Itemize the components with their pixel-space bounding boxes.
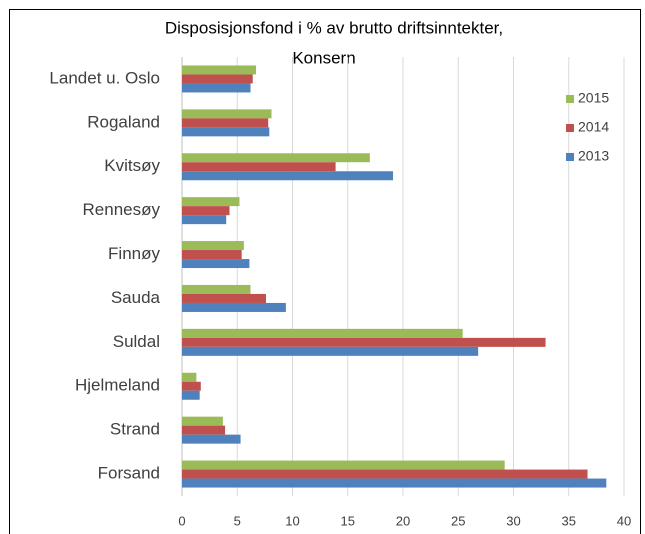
bar xyxy=(182,197,240,207)
bar xyxy=(182,162,336,172)
bar xyxy=(182,127,270,137)
bar xyxy=(182,478,607,488)
y-tick-label: Kvitsøy xyxy=(104,156,160,175)
bar xyxy=(182,83,251,93)
y-tick-label: Rogaland xyxy=(87,112,160,131)
bar xyxy=(182,381,201,391)
bar xyxy=(182,241,244,251)
bar xyxy=(182,346,479,356)
bar xyxy=(182,337,546,347)
x-tick-label: 20 xyxy=(396,513,410,528)
bar xyxy=(182,284,251,294)
y-tick-label: Rennesøy xyxy=(83,200,161,219)
legend-label: 2015 xyxy=(578,90,609,106)
bar xyxy=(182,74,253,84)
y-tick-label: Forsand xyxy=(98,464,160,483)
x-tick-label: 5 xyxy=(234,513,241,528)
x-tick-label: 0 xyxy=(178,513,185,528)
bar xyxy=(182,390,200,400)
bar xyxy=(182,65,257,75)
x-tick-label: 40 xyxy=(617,513,631,528)
legend-swatch xyxy=(566,124,574,132)
bar xyxy=(182,469,588,479)
x-tick-label: 10 xyxy=(285,513,299,528)
bar xyxy=(182,215,227,225)
legend-swatch xyxy=(566,153,574,161)
x-tick-label: 30 xyxy=(506,513,520,528)
bar xyxy=(182,153,370,163)
y-tick-label: Suldal xyxy=(113,332,160,351)
bar xyxy=(182,171,394,181)
bar xyxy=(182,460,505,470)
y-tick-label: Sauda xyxy=(111,288,161,307)
bar xyxy=(182,416,223,426)
bar xyxy=(182,259,250,269)
legend-label: 2014 xyxy=(578,119,609,135)
y-tick-label: Finnøy xyxy=(108,244,160,263)
bar xyxy=(182,293,266,303)
y-tick-label: Hjelmeland xyxy=(75,376,160,395)
chart-title: Konsern xyxy=(292,48,355,67)
chart-frame xyxy=(9,9,641,534)
bar xyxy=(182,372,197,382)
bar xyxy=(182,118,269,128)
chart-title: Disposisjonsfond i % av brutto driftsinn… xyxy=(165,18,503,37)
bar xyxy=(182,425,226,435)
y-tick-label: Landet u. Oslo xyxy=(49,68,160,87)
bar xyxy=(182,302,286,312)
legend-label: 2013 xyxy=(578,148,609,164)
x-tick-label: 25 xyxy=(451,513,465,528)
bar xyxy=(182,250,242,260)
bar xyxy=(182,434,241,444)
bar xyxy=(182,109,272,119)
bar xyxy=(182,206,230,216)
bar xyxy=(182,328,463,338)
x-tick-label: 15 xyxy=(341,513,355,528)
x-tick-label: 35 xyxy=(562,513,576,528)
y-tick-label: Strand xyxy=(110,420,160,439)
legend-swatch xyxy=(566,95,574,103)
